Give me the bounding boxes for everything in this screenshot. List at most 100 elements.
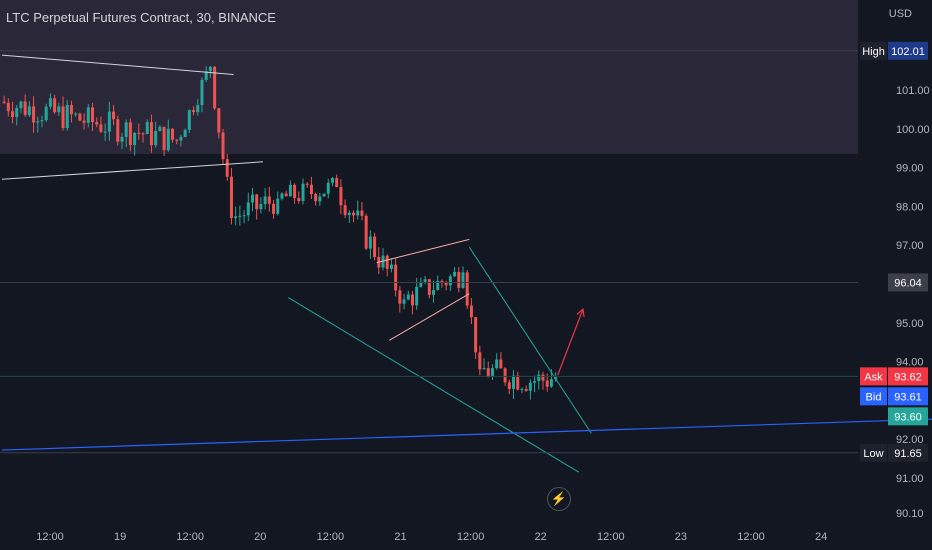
candle-body bbox=[238, 215, 242, 217]
lightning-icon[interactable]: ⚡ bbox=[547, 487, 571, 511]
candle bbox=[394, 258, 398, 297]
candle bbox=[385, 254, 389, 277]
candle-body bbox=[444, 283, 448, 286]
candle-body bbox=[309, 184, 313, 195]
candle bbox=[318, 192, 322, 206]
x-tick-label: 12:00 bbox=[597, 531, 625, 543]
candle bbox=[133, 132, 137, 156]
y-tick-label: 100.00 bbox=[896, 124, 930, 136]
x-tick-label: 22 bbox=[535, 531, 547, 543]
candle bbox=[389, 258, 393, 273]
x-tick-label: 12:00 bbox=[737, 531, 765, 543]
candle bbox=[356, 200, 360, 220]
candle-body bbox=[330, 178, 334, 183]
x-tick-label: 19 bbox=[114, 531, 126, 543]
trend-line-1[interactable] bbox=[1, 54, 234, 75]
candle-body bbox=[457, 271, 461, 288]
candle-body bbox=[27, 106, 31, 116]
candle-body bbox=[486, 368, 490, 377]
candle-body bbox=[297, 198, 301, 202]
candle bbox=[288, 180, 292, 197]
trend-line-7[interactable] bbox=[1, 418, 932, 451]
candle-body bbox=[86, 107, 90, 123]
candle bbox=[86, 103, 90, 128]
candle bbox=[436, 275, 440, 291]
candle bbox=[360, 202, 364, 221]
x-tick-label: 21 bbox=[394, 531, 406, 543]
candle bbox=[453, 267, 457, 278]
arrow-line[interactable] bbox=[557, 309, 584, 376]
candle-body bbox=[478, 352, 482, 370]
candle bbox=[250, 187, 254, 212]
currency-label: USD bbox=[888, 8, 912, 20]
candle-body bbox=[326, 182, 330, 194]
trend-line-4[interactable] bbox=[468, 246, 592, 434]
range-band-layer bbox=[0, 0, 858, 155]
trend-line-6[interactable] bbox=[389, 293, 470, 341]
candle bbox=[520, 387, 524, 394]
candle-body bbox=[200, 79, 204, 106]
candle-body bbox=[398, 290, 402, 304]
trend-line-3[interactable] bbox=[288, 297, 580, 473]
low-label-tag-bg bbox=[860, 443, 887, 462]
candle bbox=[221, 128, 225, 165]
candle bbox=[2, 95, 6, 105]
candle-body bbox=[213, 66, 217, 109]
candle bbox=[309, 176, 313, 199]
candle bbox=[301, 178, 305, 205]
candle-body bbox=[116, 119, 120, 142]
candle bbox=[200, 77, 204, 113]
candle bbox=[490, 364, 494, 381]
candle-body bbox=[385, 255, 389, 269]
trend-line-2[interactable] bbox=[1, 161, 264, 180]
candle-body bbox=[549, 379, 553, 387]
candle-body bbox=[11, 111, 15, 118]
trend-line-5[interactable] bbox=[376, 238, 470, 264]
candle-body bbox=[166, 128, 170, 151]
candle-body bbox=[259, 204, 263, 210]
candle bbox=[352, 210, 356, 223]
candle bbox=[330, 177, 334, 187]
high-label-value-bg bbox=[888, 41, 928, 60]
candle-body bbox=[53, 98, 57, 113]
candle-body bbox=[141, 133, 145, 135]
y-tick-label: 99.00 bbox=[896, 163, 924, 175]
ask-label-value: 93.62 bbox=[894, 371, 922, 383]
candle-body bbox=[537, 374, 541, 381]
low-label-tag: Low bbox=[863, 448, 883, 460]
candle bbox=[162, 126, 166, 156]
candle-body bbox=[103, 131, 107, 133]
candle bbox=[225, 154, 229, 181]
drawings-layer bbox=[1, 54, 932, 473]
ask-label-value-bg bbox=[888, 367, 928, 386]
candle-body bbox=[406, 294, 410, 300]
candle bbox=[145, 119, 149, 135]
candle bbox=[537, 370, 541, 390]
price-lines-layer bbox=[0, 50, 858, 454]
candle bbox=[528, 379, 532, 400]
candle bbox=[524, 385, 528, 392]
candle bbox=[415, 277, 419, 310]
candle-body bbox=[267, 196, 271, 204]
current-price-label: 96.04 bbox=[888, 273, 928, 292]
candle bbox=[512, 369, 516, 399]
candle-body bbox=[410, 294, 414, 306]
y-tick-label: 98.00 bbox=[896, 201, 924, 213]
candle-body bbox=[533, 381, 537, 383]
candle-body bbox=[124, 122, 128, 137]
candle-body bbox=[364, 215, 368, 249]
candle bbox=[541, 371, 545, 390]
x-axis[interactable]: 12:00 19 12:00 20 12:00 21 12:00 22 12:00 23 12:00… bbox=[36, 531, 827, 543]
candle bbox=[74, 112, 78, 117]
x-tick-label: 24 bbox=[815, 531, 827, 543]
candle-body bbox=[427, 279, 431, 295]
candle-body bbox=[516, 375, 520, 390]
candle-body bbox=[128, 122, 132, 146]
candle-body bbox=[221, 132, 225, 160]
candle bbox=[217, 108, 221, 139]
y-tick-label: 90.10 bbox=[896, 508, 924, 520]
candle-body bbox=[545, 380, 549, 387]
candle bbox=[175, 139, 179, 145]
candle-body bbox=[183, 129, 187, 138]
